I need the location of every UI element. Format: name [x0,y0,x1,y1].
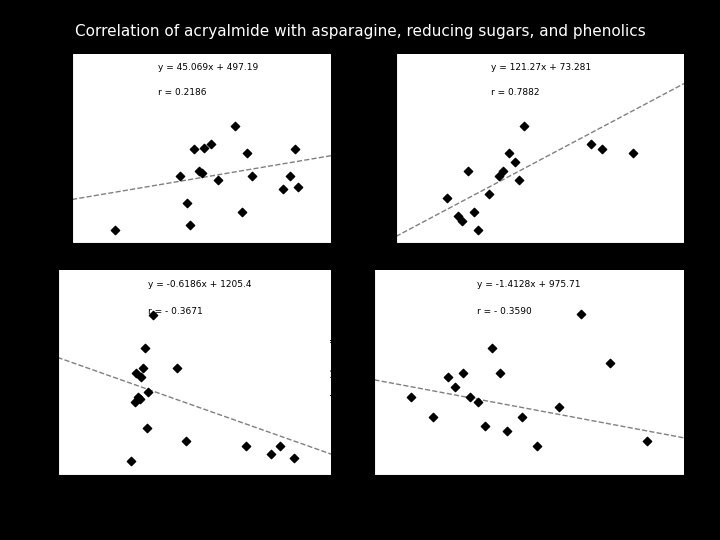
Y-axis label: acrylamide, μg/kg: acrylamide, μg/kg [353,105,363,192]
Y-axis label: acrylamide, μg/kg: acrylamide, μg/kg [14,329,24,416]
Point [510,158,521,166]
Point [494,368,505,377]
Point [472,397,483,406]
Point [241,148,253,157]
X-axis label: total phenolics, μg/g: total phenolics, μg/g [144,499,245,509]
Point [184,221,195,230]
Point [596,144,608,153]
Point [266,449,277,458]
Point [450,383,462,391]
Point [180,437,192,445]
Point [212,176,224,184]
Point [288,454,300,462]
Point [457,368,469,377]
Text: r = 0.2186: r = 0.2186 [158,88,206,97]
Point [125,456,137,465]
Point [480,422,491,431]
Point [274,442,286,450]
Point [493,171,505,180]
Point [428,412,439,421]
Point [441,194,453,202]
Point [487,344,498,353]
X-axis label: reducing sugars, mg/g: reducing sugars, mg/g [485,267,595,276]
Point [246,171,258,180]
Point [575,309,587,318]
Point [196,168,207,177]
Point [289,144,301,153]
Point [513,176,525,184]
Point [140,424,153,433]
Point [501,427,513,436]
Point [240,442,251,450]
Point [531,442,542,450]
X-axis label: chlorogenic acid, μg/g: chlorogenic acid, μg/g [475,499,583,509]
Point [605,359,616,367]
Point [205,140,217,149]
Point [130,368,142,377]
Point [456,216,467,225]
Point [189,144,200,153]
Point [230,122,241,130]
Point [452,212,464,220]
Point [518,122,529,130]
Text: Correlation of acryalmide with asparagine, reducing sugars, and phenolics: Correlation of acryalmide with asparagin… [75,24,645,39]
Text: y = -0.6186x + 1205.4: y = -0.6186x + 1205.4 [148,280,251,289]
Point [109,225,121,234]
Point [642,437,653,445]
Point [627,148,639,157]
Point [135,373,147,382]
Point [143,388,154,396]
Point [148,310,159,319]
Point [194,167,205,176]
Text: y = 121.27x + 73.281: y = 121.27x + 73.281 [491,64,591,72]
Point [483,189,495,198]
Point [139,344,150,353]
Point [585,140,597,149]
Point [237,207,248,216]
Text: r = - 0.3590: r = - 0.3590 [477,307,531,316]
Y-axis label: acrylamide, μg/kg: acrylamide, μg/kg [331,329,341,416]
X-axis label: asparagine, mg/g: asparagine, mg/g [158,267,245,276]
Point [464,393,476,401]
Y-axis label: acrylamide, μg/kg: acrylamide, μg/kg [29,105,39,192]
Point [138,363,149,372]
Text: y = 45.069x + 497.19: y = 45.069x + 497.19 [158,64,258,72]
Point [516,412,528,421]
Point [284,171,296,180]
Point [462,167,474,176]
Point [181,198,193,207]
Text: r = - 0.3671: r = - 0.3671 [148,307,202,316]
Point [498,167,509,176]
Point [132,393,144,401]
Point [503,148,515,157]
Point [198,143,210,152]
Point [442,373,454,382]
Point [472,225,484,234]
Point [405,393,417,401]
Point [292,183,303,192]
Point [171,363,183,372]
Text: y = -1.4128x + 975.71: y = -1.4128x + 975.71 [477,280,580,289]
Point [174,171,186,180]
Point [134,395,145,403]
Text: r = 0.7882: r = 0.7882 [491,88,539,97]
Point [277,185,289,193]
Point [469,207,480,216]
Point [553,402,564,411]
Point [129,397,140,406]
